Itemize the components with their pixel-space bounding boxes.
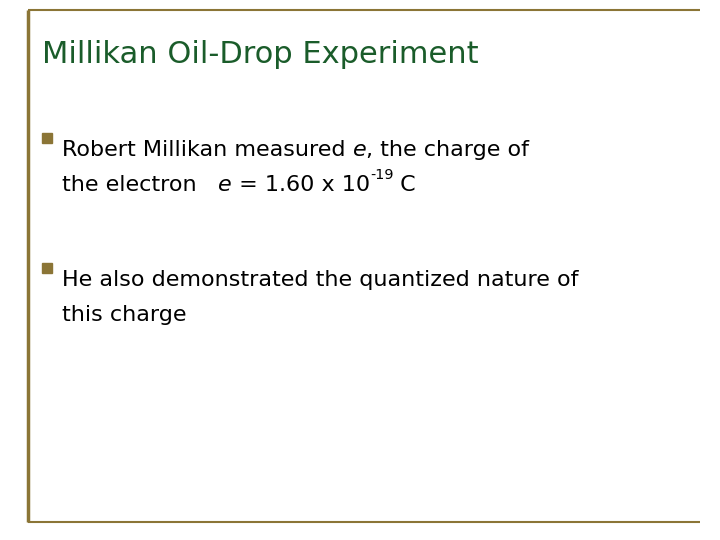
Bar [42, 263, 52, 273]
Text: e: e [353, 140, 366, 160]
Text: Robert Millikan measured: Robert Millikan measured [62, 140, 353, 160]
Text: He also demonstrated the quantized nature of: He also demonstrated the quantized natur… [62, 270, 578, 290]
Text: this charge: this charge [62, 305, 186, 325]
Text: -19: -19 [370, 168, 393, 182]
Text: = 1.60 x 10: = 1.60 x 10 [232, 175, 370, 195]
Text: the electron: the electron [62, 175, 218, 195]
Text: , the charge of: , the charge of [366, 140, 529, 160]
Text: C: C [393, 175, 416, 195]
Text: Millikan Oil-Drop Experiment: Millikan Oil-Drop Experiment [42, 40, 479, 69]
Text: e: e [218, 175, 232, 195]
Bar [42, 133, 52, 143]
